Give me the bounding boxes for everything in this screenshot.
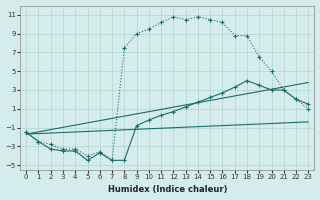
X-axis label: Humidex (Indice chaleur): Humidex (Indice chaleur) xyxy=(108,185,227,194)
